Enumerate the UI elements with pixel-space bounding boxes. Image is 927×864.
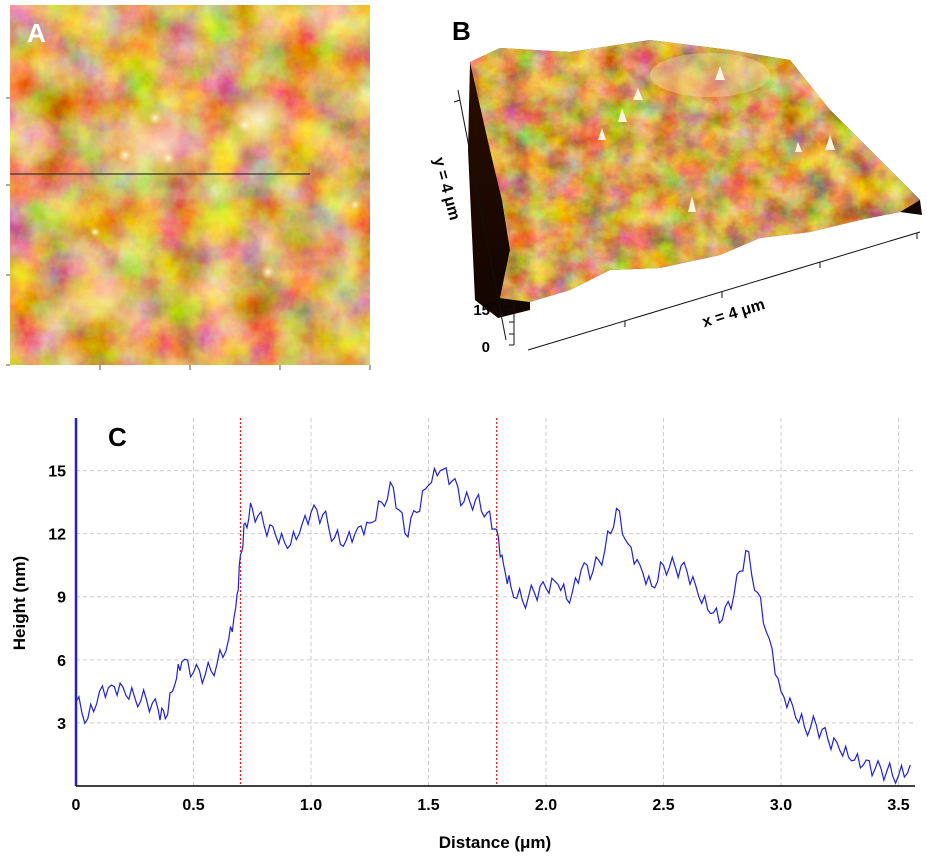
y-tick-label: 12 bbox=[48, 527, 66, 544]
x-tick-label: 3.5 bbox=[887, 797, 909, 814]
x-tick-label: 0 bbox=[72, 797, 81, 814]
chart-tick-labels: 3 6 9 12 15 0 0.5 1.0 1.5 2.0 2.5 3.0 3.5 bbox=[48, 464, 910, 814]
height-profile-line bbox=[75, 466, 911, 785]
x-tick-label: 0.5 bbox=[182, 797, 204, 814]
panel-c-label: C bbox=[108, 422, 127, 452]
x-tick-label: 2.5 bbox=[652, 797, 674, 814]
panel-b-label: B bbox=[452, 16, 471, 46]
y-tick-label: 15 bbox=[48, 464, 66, 481]
afm-3d-peaks bbox=[598, 66, 835, 212]
afm-3d-x-axis-label: x = 4 μm bbox=[700, 296, 767, 331]
height-profile-chart: 3 6 9 12 15 0 0.5 1.0 1.5 2.0 2.5 3.0 3.5 Distance (… bbox=[10, 418, 915, 852]
chart-axes bbox=[74, 418, 915, 787]
chart-series bbox=[75, 466, 911, 785]
afm-3d-panel: 15 0 y = 4 μm x = 4 μm B bbox=[430, 0, 927, 375]
chart-markers bbox=[239, 418, 498, 786]
afm-2d-image bbox=[6, 5, 371, 370]
afm-2d-frame-ticks bbox=[6, 97, 371, 370]
afm-3d-z-tick-top: 15 bbox=[473, 302, 490, 319]
x-axis-label: Distance (μm) bbox=[439, 833, 551, 852]
x-tick-label: 2.0 bbox=[535, 797, 557, 814]
afm-2d-bright-features bbox=[40, 90, 360, 340]
x-tick-label: 3.0 bbox=[770, 797, 792, 814]
y-axis-label: Height (nm) bbox=[10, 556, 29, 650]
afm-3d-z-tick-bottom: 0 bbox=[482, 339, 490, 356]
panel-a-label: A bbox=[27, 18, 46, 48]
chart-grid bbox=[76, 418, 915, 786]
y-tick-label: 6 bbox=[57, 653, 66, 670]
afm-3d-y-axis-label: y = 4 μm bbox=[430, 155, 463, 222]
x-tick-label: 1.5 bbox=[417, 797, 439, 814]
y-tick-label: 9 bbox=[57, 590, 66, 607]
afm-2d-panel: A bbox=[0, 0, 380, 375]
afm-3d-image: 15 0 y = 4 μm x = 4 μm bbox=[430, 40, 922, 356]
afm-3d-left-wall bbox=[468, 62, 530, 318]
height-profile-panel: 3 6 9 12 15 0 0.5 1.0 1.5 2.0 2.5 3.0 3.5 Distance (… bbox=[0, 400, 927, 859]
x-tick-label: 1.0 bbox=[300, 797, 322, 814]
y-tick-label: 3 bbox=[57, 716, 66, 733]
afm-3d-axis-ticks bbox=[453, 99, 918, 346]
